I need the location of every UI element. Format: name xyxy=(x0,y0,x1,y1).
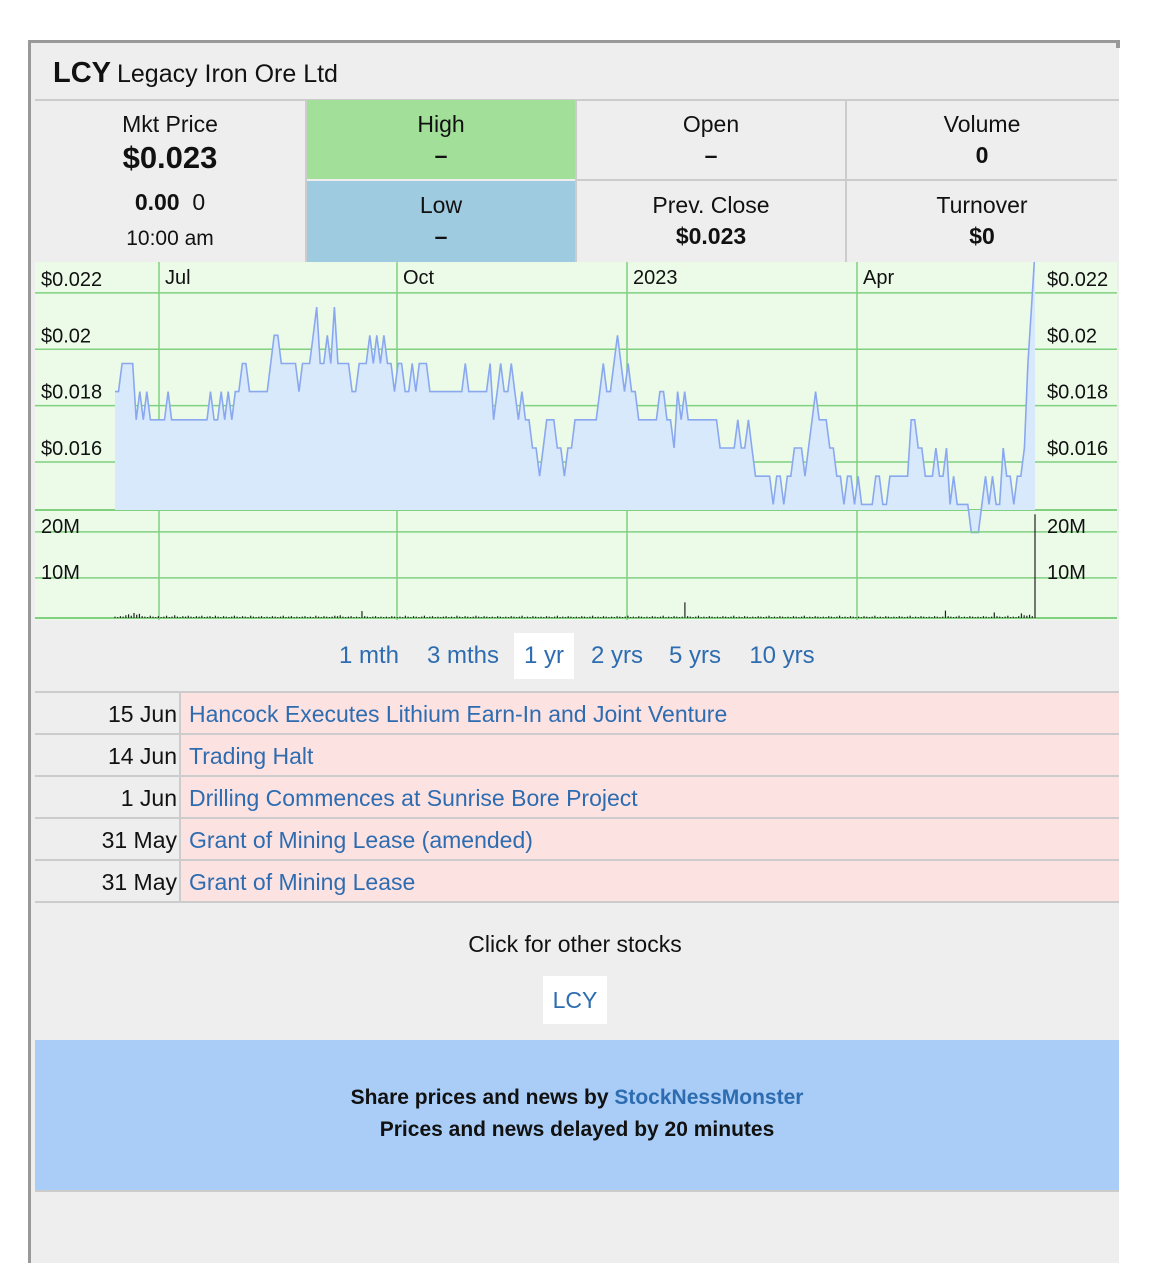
price-chart[interactable]: Jul Oct 2023 Apr $0.022 $0.022 $0.02 $0.02 $0.01… xyxy=(35,262,1117,620)
news-date: 14 Jun xyxy=(107,743,177,769)
quote-time: 10:00 am xyxy=(126,227,214,250)
open-cell: Open – xyxy=(577,111,845,169)
stock-symbol: LCY xyxy=(53,57,111,89)
low-label: Low xyxy=(419,192,463,218)
period-2-yrs[interactable]: 2 yrs xyxy=(590,642,643,669)
period-10-yrs[interactable]: 10 yrs xyxy=(749,642,815,669)
turnover-cell: Turnover $0 xyxy=(847,192,1117,250)
y-tick-label-right: $0.022 xyxy=(1047,269,1108,291)
volume-tick-label-right: 10M xyxy=(1047,562,1086,584)
divider xyxy=(845,100,847,262)
footer: Share prices and news by StockNessMonste… xyxy=(35,1040,1119,1190)
divider xyxy=(35,1190,1119,1192)
prev-close-cell: Prev. Close $0.023 xyxy=(577,192,845,250)
turnover-value: $0 xyxy=(969,223,995,249)
high-cell-content: High – xyxy=(307,111,575,169)
news-link[interactable]: Grant of Mining Lease xyxy=(179,861,1119,901)
stock-lcy-button[interactable]: LCY xyxy=(543,976,607,1024)
change-pct: 0 xyxy=(192,189,206,215)
y-tick-label-right: $0.018 xyxy=(1047,382,1108,404)
news-date: 31 May xyxy=(101,869,177,895)
price-change: 0.00 0 xyxy=(35,189,305,216)
volume-label: Volume xyxy=(943,111,1021,137)
x-tick-label: Jul xyxy=(165,267,191,289)
other-stocks-label: Click for other stocks xyxy=(468,931,682,957)
mkt-price-value: $0.023 xyxy=(122,140,218,175)
news-link[interactable]: Grant of Mining Lease (amended) xyxy=(179,819,1119,859)
divider xyxy=(575,100,577,262)
footer-credit-text: Share prices and news by xyxy=(350,1086,609,1109)
news-row: 31 May Grant of Mining Lease xyxy=(35,861,1119,903)
prev-close-label: Prev. Close xyxy=(652,192,770,218)
turnover-label: Turnover xyxy=(936,192,1028,218)
volume-tick-label-left: 10M xyxy=(41,562,80,584)
news-date: 31 May xyxy=(101,827,177,853)
divider xyxy=(577,179,1117,181)
high-value: – xyxy=(434,142,448,168)
low-cell xyxy=(307,181,575,262)
open-value: – xyxy=(704,142,718,168)
news-date: 15 Jun xyxy=(107,701,177,727)
y-tick-label-right: $0.016 xyxy=(1047,438,1108,460)
price-line xyxy=(115,262,1036,534)
period-3-mths[interactable]: 3 mths xyxy=(426,642,500,669)
price-area xyxy=(115,262,1035,533)
news-row: 1 Jun Drilling Commences at Sunrise Bore… xyxy=(35,777,1119,819)
period-1-mth[interactable]: 1 mth xyxy=(338,642,400,669)
widget-border xyxy=(1116,40,1120,48)
divider xyxy=(305,100,307,262)
divider xyxy=(35,99,1119,101)
volume-cell: Volume 0 xyxy=(847,111,1117,169)
news-link[interactable]: Trading Halt xyxy=(179,735,1119,775)
volume-tick-label-right: 20M xyxy=(1047,516,1086,538)
y-tick-label-left: $0.022 xyxy=(41,269,102,291)
news-date: 1 Jun xyxy=(120,785,177,811)
open-label: Open xyxy=(682,111,740,137)
news-row: 31 May Grant of Mining Lease (amended) xyxy=(35,819,1119,861)
y-tick-label-left: $0.016 xyxy=(41,438,102,460)
high-label: High xyxy=(417,111,465,137)
mkt-price-label: Mkt Price xyxy=(122,111,218,137)
period-selector: 1 mth 3 mths 1 yr 2 yrs 5 yrs 10 yrs xyxy=(31,633,1119,681)
low-value: – xyxy=(434,223,448,249)
change-value: 0.00 xyxy=(134,189,180,215)
mkt-price-cell: Mkt Price $0.023 xyxy=(35,111,305,176)
prev-close-value: $0.023 xyxy=(675,223,747,249)
x-tick-label: Oct xyxy=(403,267,435,289)
divider xyxy=(35,691,1119,693)
stock-widget: LCY Legacy Iron Ore Ltd Mkt Price $0.023 … xyxy=(28,40,1119,1263)
volume-tick-label-left: 20M xyxy=(41,516,80,538)
period-5-yrs[interactable]: 5 yrs xyxy=(668,642,721,669)
x-tick-label: Apr xyxy=(863,267,894,289)
low-cell-content: Low – xyxy=(307,192,575,250)
y-tick-label-left: $0.02 xyxy=(41,325,91,347)
news-row: 15 Jun Hancock Executes Lithium Earn-In … xyxy=(35,693,1119,735)
news-row: 14 Jun Trading Halt xyxy=(35,735,1119,777)
news-link[interactable]: Hancock Executes Lithium Earn-In and Joi… xyxy=(179,693,1119,733)
period-1-yr[interactable]: 1 yr xyxy=(514,633,574,679)
y-tick-label-right: $0.02 xyxy=(1047,325,1097,347)
stocknessmonster-link[interactable]: StockNessMonster xyxy=(614,1086,804,1109)
footer-delay-note: Prices and news delayed by 20 minutes xyxy=(379,1118,775,1141)
high-cell xyxy=(307,100,575,179)
y-tick-label-left: $0.018 xyxy=(41,382,102,404)
news-list: 15 Jun Hancock Executes Lithium Earn-In … xyxy=(35,691,1119,903)
volume-value: 0 xyxy=(975,142,989,168)
footer-credit: Share prices and news by StockNessMonste… xyxy=(35,1086,1119,1110)
x-tick-label: 2023 xyxy=(633,267,678,289)
company-name: Legacy Iron Ore Ltd xyxy=(117,60,338,88)
stock-title: LCY Legacy Iron Ore Ltd xyxy=(53,57,338,90)
news-link[interactable]: Drilling Commences at Sunrise Bore Proje… xyxy=(179,777,1119,817)
